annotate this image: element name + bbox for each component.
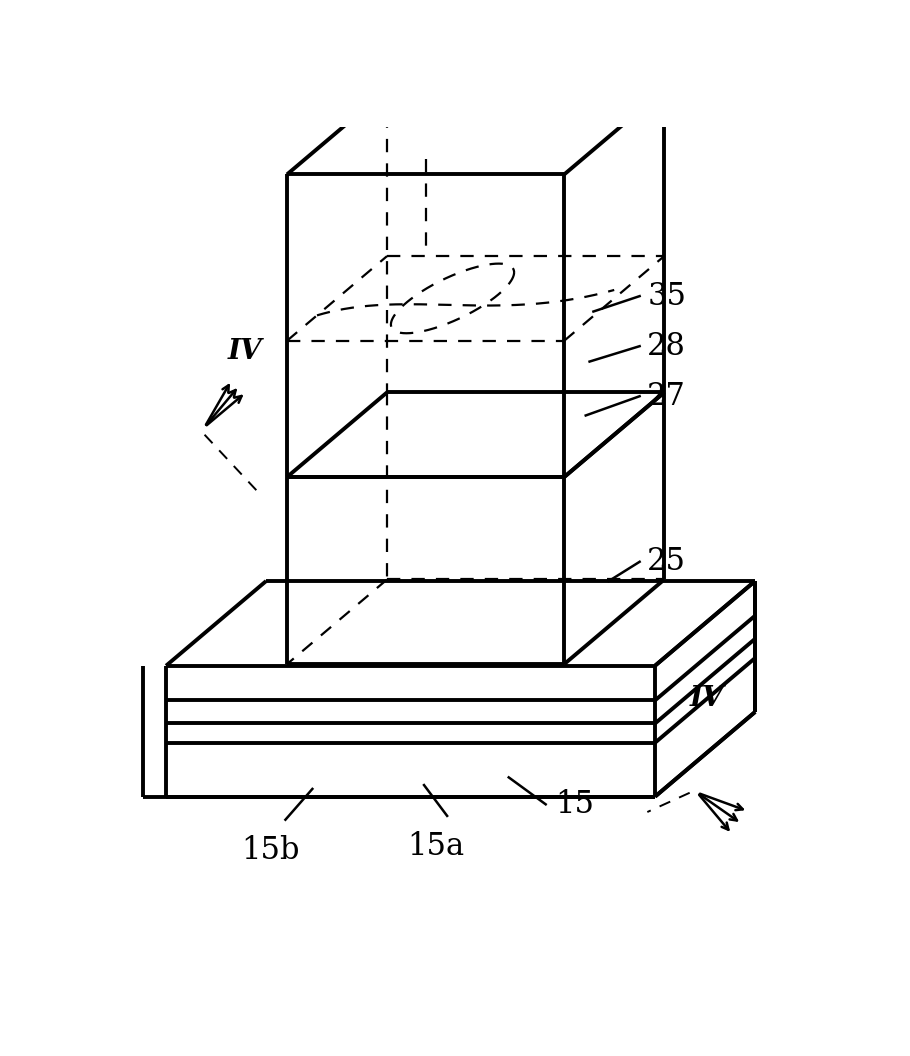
Text: IV: IV: [228, 338, 262, 365]
Text: IV: IV: [690, 685, 724, 712]
Text: 25: 25: [647, 546, 686, 578]
Text: 28: 28: [647, 331, 686, 361]
Text: 15a: 15a: [407, 831, 464, 863]
Text: 27: 27: [647, 381, 686, 412]
Text: 15: 15: [555, 789, 594, 819]
Text: 35: 35: [647, 281, 686, 312]
Text: 15b: 15b: [241, 835, 299, 866]
